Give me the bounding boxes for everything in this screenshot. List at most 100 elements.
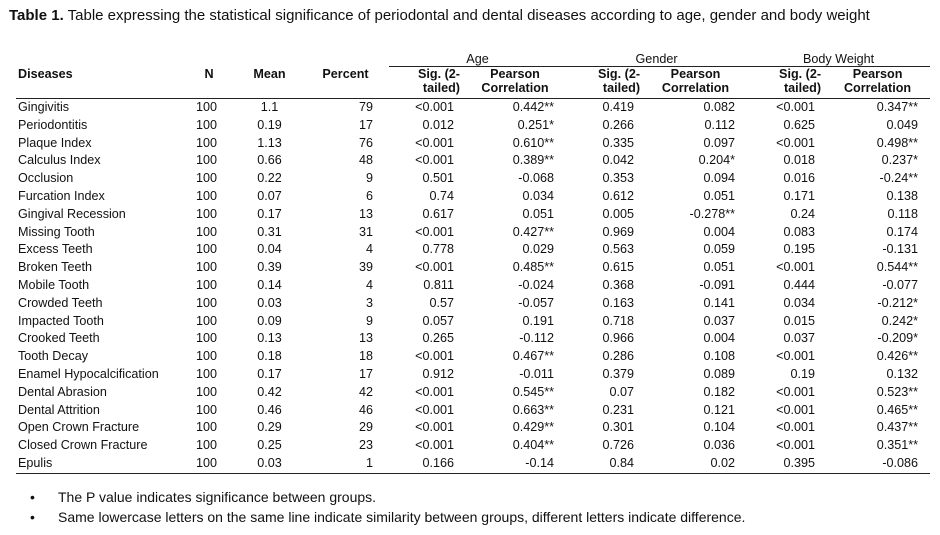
mean-cell: 0.25 [257,438,282,453]
mean-cell: 0.03 [257,295,282,310]
n-cell: 100 [195,135,217,150]
mean-cell: 0.39 [257,260,282,275]
bw-sig-cell: 0.171 [783,188,816,203]
gender-sig-cell: 0.335 [602,135,635,150]
table-row: Mobile Tooth 100 0.14 4 0.811 -0.024 0.368 -0.0… [16,277,930,295]
gender-pearson-cell: 0.104 [703,420,736,435]
percent-cell: 79 [358,100,373,114]
gender-pearson-cell: 0.108 [703,349,736,364]
gender-sig-cell: 0.07 [609,384,635,399]
table-row: Dental Attrition 100 0.46 46 <0.001 0.663** 0.… [16,402,930,420]
group-header-gender: Gender [566,50,748,67]
table-row: Crooked Teeth 100 0.13 13 0.265 -0.112 0.966 0.… [16,330,930,348]
gender-sig-cell: 0.419 [602,100,635,114]
n-cell: 100 [195,153,217,168]
percent-cell: 4 [365,277,373,292]
col-header-gender-pearson: Pearson Correlation [644,66,748,99]
gender-pearson-cell: 0.082 [703,100,736,114]
n-cell: 100 [195,384,217,399]
percent-cell: 3 [365,295,373,310]
age-sig-cell: 0.778 [422,242,454,257]
age-pearson-cell: -0.068 [518,171,555,186]
table-row: Broken Teeth 100 0.39 39 <0.001 0.485** 0.615 0… [16,259,930,277]
percent-cell: 17 [358,366,373,381]
disease-name-cell: Closed Crown Fracture [18,438,148,453]
gender-sig-cell: 0.368 [602,277,635,292]
mean-cell: 0.19 [257,117,282,132]
footnote-1: • The P value indicates significance betw… [30,487,910,507]
age-pearson-cell: -0.011 [519,366,555,381]
gender-sig-cell: 0.612 [602,188,635,203]
disease-name-cell: Open Crown Fracture [18,420,140,435]
gender-pearson-cell: 0.036 [703,438,736,453]
percent-cell: 13 [358,206,373,221]
gender-sig-cell: 0.969 [602,224,635,239]
gender-sig-cell: 0.718 [602,313,635,328]
age-pearson-cell: 0.191 [522,313,555,328]
bw-sig-cell: 0.083 [783,224,816,239]
percent-cell: 13 [358,331,373,346]
age-pearson-cell: 0.404** [512,438,555,453]
n-cell: 100 [195,117,217,132]
bw-sig-cell: 0.625 [783,117,816,132]
col-header-age-pearson: Pearson Correlation [464,66,567,99]
disease-name-cell: Broken Teeth [18,260,92,275]
gender-pearson-cell: 0.182 [703,384,736,399]
disease-name-cell: Gingival Recession [18,206,126,221]
n-cell: 100 [181,454,237,474]
bw-pearson-cell: 0.465** [876,402,919,417]
age-sig-cell: 0.617 [422,206,454,221]
caption-label: Table 1. [9,7,64,24]
bw-sig-cell: 0.195 [783,242,816,257]
percent-cell: 9 [365,313,373,328]
mean-cell: 0.17 [257,366,282,381]
gender-pearson-cell: 0.112 [704,117,736,132]
mean-cell: 0.18 [257,349,282,364]
n-cell: 100 [195,295,217,310]
bw-pearson-cell: 0.426** [876,349,919,364]
n-cell: 100 [195,438,217,453]
col-header-bw-pearson: Pearson Correlation [825,66,931,99]
disease-name-cell: Gingivitis [18,100,70,114]
age-sig-cell: <0.001 [415,402,454,417]
gender-sig-cell: 0.966 [602,331,635,346]
table-row: Calculus Index 100 0.66 48 <0.001 0.389** 0.04… [16,152,930,170]
disease-name-cell: Furcation Index [18,188,105,203]
age-sig-cell: 0.057 [422,313,454,328]
bw-pearson-cell: 0.498** [876,135,919,150]
age-sig-cell: 0.57 [429,295,454,310]
age-sig-cell: <0.001 [415,349,454,364]
disease-name-cell: Crowded Teeth [18,295,103,310]
col-header-diseases: Diseases [16,66,181,99]
age-sig-cell: <0.001 [415,420,454,435]
age-pearson-cell: 0.610** [512,135,555,150]
percent-cell: 23 [358,438,373,453]
column-header-row: Diseases N Mean Percent Sig. (2-tailed) … [16,66,931,99]
disease-name-cell: Occlusion [18,171,74,186]
table-row: Closed Crown Fracture 100 0.25 23 <0.001 0.40… [16,437,930,455]
footnotes: • The P value indicates significance betw… [30,487,910,527]
gender-pearson-cell: 0.121 [703,402,736,417]
gender-pearson-cell: 0.004 [703,224,736,239]
age-sig-cell: 0.501 [422,171,454,186]
age-sig-cell: <0.001 [415,224,454,239]
bw-pearson-cell: 0.132 [886,366,919,381]
disease-name-cell: Mobile Tooth [18,277,90,292]
gender-pearson-cell: -0.278** [689,206,736,221]
percent-cell: 17 [358,117,373,132]
gender-sig-cell: 0.379 [602,366,635,381]
bw-pearson-cell: 0.437** [876,420,919,435]
bw-pearson-cell: 0.351** [876,438,919,453]
bullet-icon: • [30,489,35,505]
mean-cell: 0.31 [257,224,282,239]
bw-sig-cell: <0.001 [776,135,816,150]
table-row: Occlusion 100 0.22 9 0.501 -0.068 0.353 0.094 0.… [16,170,930,188]
n-cell: 100 [195,188,217,203]
bw-pearson-cell: 0.242* [881,313,919,328]
gender-pearson-cell: 0.051 [703,260,736,275]
bw-sig-cell: 0.395 [747,454,826,474]
disease-name-cell: Tooth Decay [18,349,89,364]
age-sig-cell: 0.74 [429,188,454,203]
gender-sig-cell: 0.286 [602,349,635,364]
gender-pearson-cell: 0.051 [703,188,736,203]
